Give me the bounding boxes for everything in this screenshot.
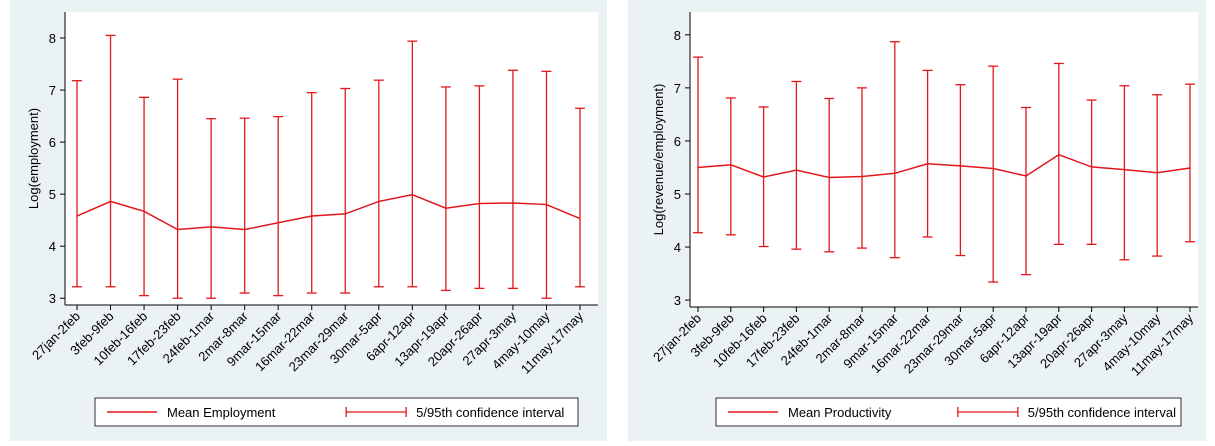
plot-area	[65, 12, 598, 305]
legend-label: Mean Employment	[167, 405, 276, 420]
error-bar	[72, 80, 82, 288]
y-tick-label: 4	[674, 240, 681, 255]
y-tick-label: 7	[49, 83, 56, 98]
error-bar	[1021, 106, 1031, 276]
error-bar	[172, 78, 183, 299]
error-bar	[1185, 83, 1195, 243]
error-bar	[407, 40, 418, 288]
error-bar	[725, 97, 736, 236]
error-bar	[824, 97, 835, 253]
error-bar	[474, 85, 485, 289]
series-line	[76, 193, 581, 231]
legend-label: 5/95th confidence interval	[416, 405, 564, 420]
legend-error-swatch	[345, 407, 407, 417]
error-bar	[1086, 99, 1097, 246]
error-bar	[541, 70, 552, 299]
error-bar	[575, 107, 585, 288]
y-axis-title: Log(employment)	[26, 108, 41, 209]
error-bar	[507, 69, 518, 289]
error-bar	[239, 117, 250, 294]
error-bar	[206, 118, 217, 299]
error-bar	[105, 34, 116, 288]
y-tick-label: 3	[674, 293, 681, 308]
legend-label: 5/95th confidence interval	[1028, 405, 1176, 420]
error-bar	[340, 87, 351, 294]
y-tick-label: 5	[49, 187, 56, 202]
error-bar	[139, 96, 150, 297]
legend-error-swatch	[957, 407, 1019, 417]
error-bar	[791, 80, 802, 250]
y-tick-label: 3	[49, 291, 56, 306]
error-bar	[922, 69, 933, 238]
error-bar	[373, 79, 384, 288]
y-tick-label: 5	[674, 187, 681, 202]
series-line	[697, 153, 1191, 179]
y-tick-label: 6	[49, 135, 56, 150]
y-tick-label: 6	[674, 134, 681, 149]
y-axis-title: Log(revenue/employment)	[651, 84, 666, 236]
error-bar	[1152, 94, 1163, 257]
error-bar	[273, 115, 284, 297]
error-bar	[693, 56, 703, 234]
y-tick-label: 8	[674, 28, 681, 43]
error-bar	[440, 86, 451, 292]
legend-box	[94, 397, 579, 427]
plot-area	[690, 12, 1198, 307]
error-bar	[955, 84, 966, 257]
legend-box	[715, 397, 1182, 427]
y-tick-label: 4	[49, 239, 56, 254]
y-tick-label: 8	[49, 31, 56, 46]
error-bar	[306, 92, 317, 294]
error-bar	[857, 87, 867, 249]
error-bar	[889, 41, 900, 259]
error-bar	[988, 65, 999, 283]
error-bar	[1119, 85, 1130, 261]
legend-label: Mean Productivity	[788, 405, 892, 420]
y-tick-label: 7	[674, 81, 681, 96]
